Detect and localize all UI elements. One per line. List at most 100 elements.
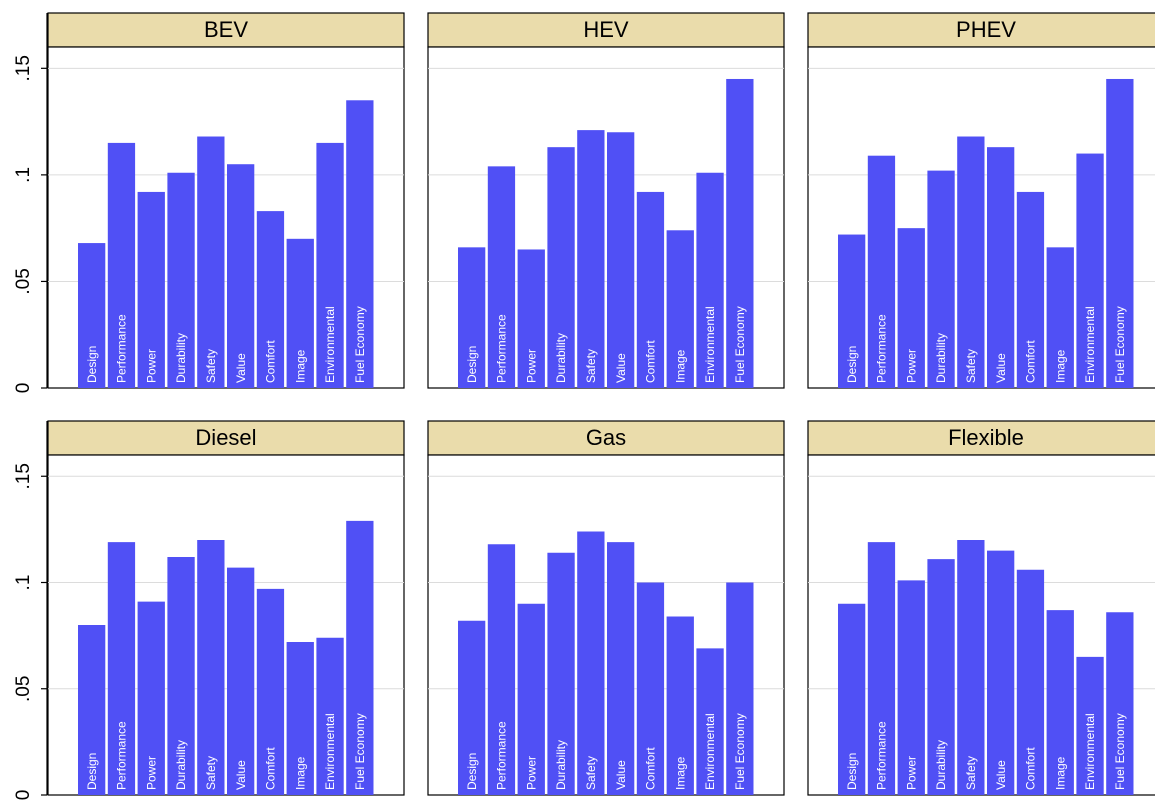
bar-category-label: Environmental bbox=[703, 306, 717, 383]
bar-category-label: Fuel Economy bbox=[1113, 713, 1127, 790]
plot-area bbox=[47, 454, 405, 796]
bar bbox=[897, 580, 925, 795]
bar-category-label: Performance bbox=[875, 314, 889, 383]
bar-category-label: Comfort bbox=[1024, 747, 1038, 790]
bar-category-label: Value bbox=[614, 353, 628, 383]
bar bbox=[636, 191, 665, 388]
facet-panel-bev: BEV Design Performance Power Durability Safet… bbox=[47, 12, 405, 389]
bar-category-label: Durability bbox=[934, 740, 948, 790]
bar bbox=[78, 625, 106, 795]
bar bbox=[517, 603, 545, 795]
bar bbox=[1046, 247, 1074, 388]
bar-category-label: Comfort bbox=[644, 747, 658, 790]
bar-category-label: Environmental bbox=[323, 306, 337, 383]
bar-category-label: Performance bbox=[495, 721, 509, 790]
bar-category-label: Durability bbox=[174, 740, 188, 790]
bar bbox=[1046, 610, 1074, 795]
bar-category-label: Safety bbox=[584, 756, 598, 790]
y-tick-label: 0 bbox=[13, 383, 34, 394]
bar bbox=[316, 142, 344, 388]
bar bbox=[987, 550, 1015, 795]
bar-category-label: Image bbox=[293, 349, 307, 383]
bar-category-label: Environmental bbox=[1083, 306, 1097, 383]
y-tick-label: 0 bbox=[13, 790, 34, 801]
bar bbox=[1106, 612, 1134, 795]
facet-panel-flexible: Flexible Design Performance Power Durability… bbox=[807, 420, 1155, 796]
bar-category-label: Image bbox=[1053, 349, 1067, 383]
bar-category-label: Environmental bbox=[323, 713, 337, 790]
facet-header bbox=[807, 12, 1155, 48]
bar-category-label: Fuel Economy bbox=[353, 713, 367, 790]
bar-category-label: Durability bbox=[934, 333, 948, 383]
bar-category-label: Design bbox=[85, 753, 99, 790]
y-tick-label: .05 bbox=[13, 268, 34, 294]
bar-category-label: Image bbox=[673, 349, 687, 383]
bar bbox=[577, 531, 605, 795]
bar bbox=[256, 211, 285, 388]
bar bbox=[227, 567, 255, 795]
y-tick-label: .05 bbox=[13, 676, 34, 702]
bar-category-label: Fuel Economy bbox=[733, 306, 747, 383]
bar bbox=[517, 249, 545, 388]
bar-category-label: Performance bbox=[115, 721, 129, 790]
bar-category-label: Environmental bbox=[1083, 713, 1097, 790]
bar bbox=[867, 155, 896, 388]
y-tick-label: .1 bbox=[13, 167, 34, 183]
bar bbox=[607, 132, 635, 388]
bar bbox=[838, 603, 866, 795]
facet-title: BEV bbox=[204, 17, 248, 42]
facet-title: PHEV bbox=[956, 17, 1016, 42]
bar-category-label: Design bbox=[845, 753, 859, 790]
bar-category-label: Safety bbox=[204, 756, 218, 790]
bar bbox=[547, 147, 575, 388]
bar bbox=[577, 130, 605, 388]
bar bbox=[1016, 569, 1045, 795]
bar bbox=[636, 582, 665, 795]
bar-category-label: Durability bbox=[554, 333, 568, 383]
bar-category-label: Fuel Economy bbox=[1113, 306, 1127, 383]
bar bbox=[867, 542, 896, 795]
bar bbox=[78, 243, 106, 388]
bar bbox=[1016, 191, 1045, 388]
bar bbox=[696, 648, 724, 795]
bar bbox=[838, 234, 866, 388]
bar bbox=[1076, 656, 1104, 795]
facet-panel-hev: HEV Design Performance Power Durability Safet… bbox=[427, 12, 785, 389]
facet-panel-diesel: Diesel Design Performance Power Durability Sa… bbox=[47, 420, 405, 796]
facet-header bbox=[427, 12, 785, 48]
bar-category-label: Power bbox=[524, 349, 538, 383]
facet-title: Diesel bbox=[195, 425, 256, 450]
facet-header bbox=[47, 12, 405, 48]
bar-category-label: Safety bbox=[964, 756, 978, 790]
bar bbox=[227, 164, 255, 388]
facet-panel-gas: Gas Design Performance Power Durability Safet… bbox=[427, 420, 785, 796]
bar bbox=[286, 642, 314, 795]
bar bbox=[197, 540, 225, 795]
bar-category-label: Design bbox=[845, 346, 859, 383]
bar-category-label: Image bbox=[673, 756, 687, 790]
bar bbox=[286, 238, 314, 388]
bar-category-label: Image bbox=[1053, 756, 1067, 790]
plot-area bbox=[427, 454, 785, 796]
bar-category-label: Comfort bbox=[1024, 340, 1038, 383]
bar bbox=[1076, 153, 1104, 388]
bar-category-label: Design bbox=[465, 346, 479, 383]
bar-category-label: Environmental bbox=[703, 713, 717, 790]
bar bbox=[487, 544, 516, 795]
facet-panel-phev: PHEV Design Performance Power Durability Safe… bbox=[807, 12, 1155, 389]
bar bbox=[726, 582, 754, 795]
y-tick-label: .15 bbox=[13, 463, 34, 489]
bar bbox=[107, 142, 136, 388]
bar bbox=[987, 147, 1015, 388]
bar-category-label: Image bbox=[293, 756, 307, 790]
bar bbox=[346, 100, 374, 388]
bar-category-label: Comfort bbox=[264, 340, 278, 383]
bar-category-label: Durability bbox=[174, 333, 188, 383]
bar-category-label: Comfort bbox=[264, 747, 278, 790]
bar-category-label: Value bbox=[614, 760, 628, 790]
bar-category-label: Design bbox=[465, 753, 479, 790]
bar-category-label: Power bbox=[144, 349, 158, 383]
facet-title: Gas bbox=[586, 425, 626, 450]
bar bbox=[316, 637, 344, 795]
